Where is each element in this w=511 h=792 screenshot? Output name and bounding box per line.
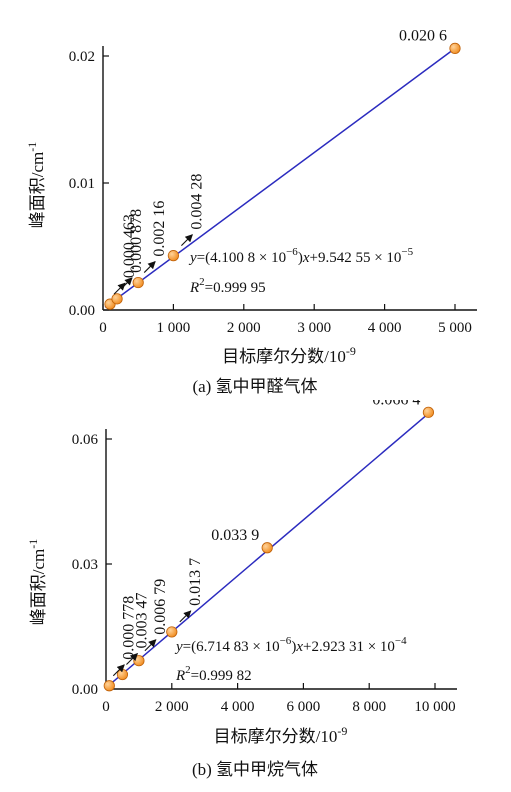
y-axis-title: 峰面积/cm-1 [25, 142, 47, 229]
x-tick-label: 2 000 [155, 699, 189, 715]
annotation-arrow [143, 261, 156, 273]
data-point [167, 250, 179, 262]
point-value-label: 0.013 7 [187, 558, 204, 606]
point-value-label: 0.002 16 [151, 201, 168, 257]
x-tick-label: 2 000 [227, 320, 261, 336]
data-point [103, 680, 115, 692]
chart-a-svg: 0 1 000 2 000 3 000 4 000 5 000 0.00 0.01 0.02 目标… [25, 27, 477, 396]
annotation-arrow [144, 639, 157, 652]
annotation-arrow [181, 234, 193, 247]
data-point [111, 293, 123, 305]
x-tick-label: 0 [99, 320, 107, 336]
point-value-label: 0.020 6 [399, 27, 447, 44]
y-tick-label: 0.00 [72, 682, 98, 698]
annotation-arrow [113, 282, 126, 295]
point-value-label: 0.000 878 [128, 209, 145, 273]
x-tick-label: 10 000 [414, 699, 455, 715]
chart-b-svg: 0 2 000 4 000 6 000 8 000 10 000 0.00 0.03 0.06 目… [26, 400, 457, 779]
x-tick-label: 4 000 [368, 320, 402, 336]
point-value-label: 0.066 4 [372, 400, 420, 408]
y-tick-label: 0.03 [72, 557, 98, 573]
chart-caption: (b) 氢中甲烷气体 [192, 760, 318, 779]
data-point [166, 626, 178, 638]
x-tick-label: 6 000 [287, 699, 321, 715]
annotation-arrow [112, 664, 125, 677]
fit-equation: y=(6.714 83 × 10−6)x+2.923 31 × 10−4 [174, 635, 407, 655]
x-axis-title: 目标摩尔分数/10-9 [222, 344, 356, 366]
chart-panel-a: 0 1 000 2 000 3 000 4 000 5 000 0.00 0.01 0.02 目标… [25, 27, 477, 396]
y-tick-label: 0.01 [69, 176, 95, 192]
x-tick-label: 8 000 [352, 699, 386, 715]
x-tick-label: 3 000 [297, 320, 331, 336]
fit-equation: y=(4.100 8 × 10−6)x+9.542 55 × 10−5 [188, 246, 414, 266]
annotation-arrow [179, 610, 192, 623]
point-value-label: 0.004 28 [188, 174, 205, 230]
y-tick-label: 0.00 [69, 303, 95, 319]
y-axis-title: 峰面积/cm-1 [26, 539, 48, 626]
point-value-label: 0.033 9 [211, 527, 259, 544]
point-value-label: 0.000 778 [120, 596, 137, 660]
r-squared: R2=0.999 82 [175, 664, 252, 684]
y-tick-label: 0.06 [72, 432, 99, 448]
data-point [261, 542, 273, 554]
chart-caption: (a) 氢中甲醛气体 [192, 377, 317, 396]
x-axis-title: 目标摩尔分数/10-9 [214, 724, 348, 746]
point-value-label: 0.003 47 [133, 593, 150, 649]
x-tick-label: 5 000 [438, 320, 472, 336]
r-squared: R2=0.999 95 [189, 276, 266, 296]
x-tick-label: 1 000 [157, 320, 191, 336]
point-value-label: 0.000 463 [121, 214, 138, 278]
data-point [449, 42, 461, 54]
y-tick-label: 0.02 [69, 49, 95, 65]
point-value-label: 0.006 79 [152, 579, 169, 635]
x-tick-label: 0 [102, 699, 110, 715]
chart-panel-b: 0 2 000 4 000 6 000 8 000 10 000 0.00 0.03 0.06 目… [0, 400, 511, 792]
x-tick-label: 4 000 [221, 699, 255, 715]
data-point [132, 276, 144, 289]
annotation-arrow [126, 652, 138, 665]
fit-line [104, 47, 456, 308]
annotation-arrow [120, 277, 133, 290]
data-point [422, 406, 435, 418]
